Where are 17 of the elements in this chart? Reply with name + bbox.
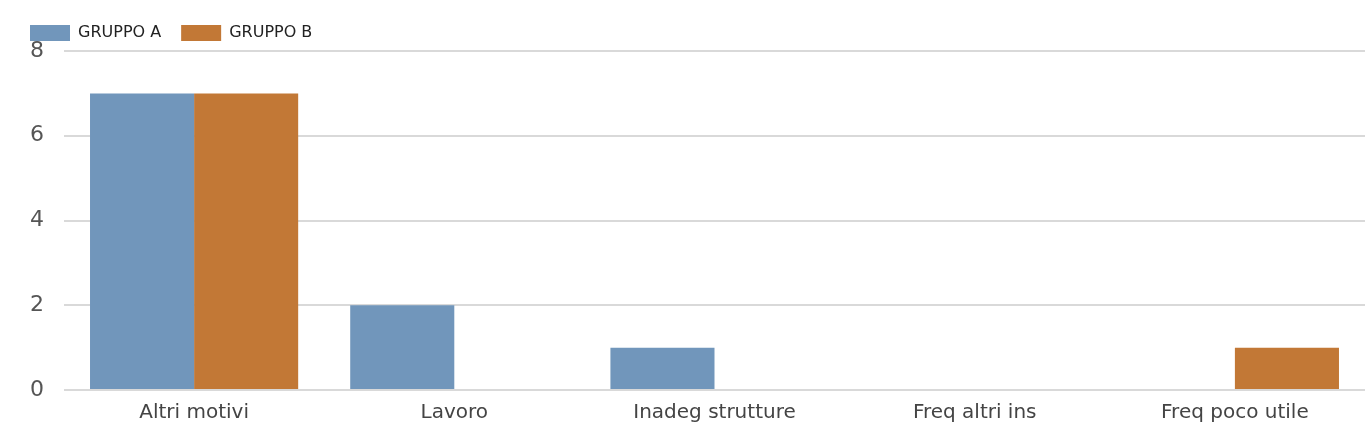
y-tick-label: 2 bbox=[30, 290, 44, 316]
bar bbox=[194, 93, 299, 389]
bar bbox=[610, 347, 715, 389]
bar bbox=[350, 305, 455, 389]
y-tick-label: 6 bbox=[30, 121, 44, 147]
y-tick-label: 4 bbox=[30, 206, 44, 232]
bar bbox=[1234, 347, 1339, 389]
y-tick-label: 8 bbox=[30, 36, 44, 62]
x-tick-label: Freq altri ins bbox=[912, 399, 1037, 424]
x-tick-label: Lavoro bbox=[420, 399, 489, 424]
legend-label: GRUPPO B bbox=[229, 22, 313, 42]
y-tick-label: 0 bbox=[30, 375, 44, 401]
x-tick-label: Freq poco utile bbox=[1161, 399, 1309, 424]
x-tick-label: Altri motivi bbox=[139, 399, 249, 424]
bar bbox=[90, 93, 195, 389]
x-tick-label: Inadeg strutture bbox=[633, 399, 796, 424]
legend-label: GRUPPO A bbox=[78, 22, 162, 42]
